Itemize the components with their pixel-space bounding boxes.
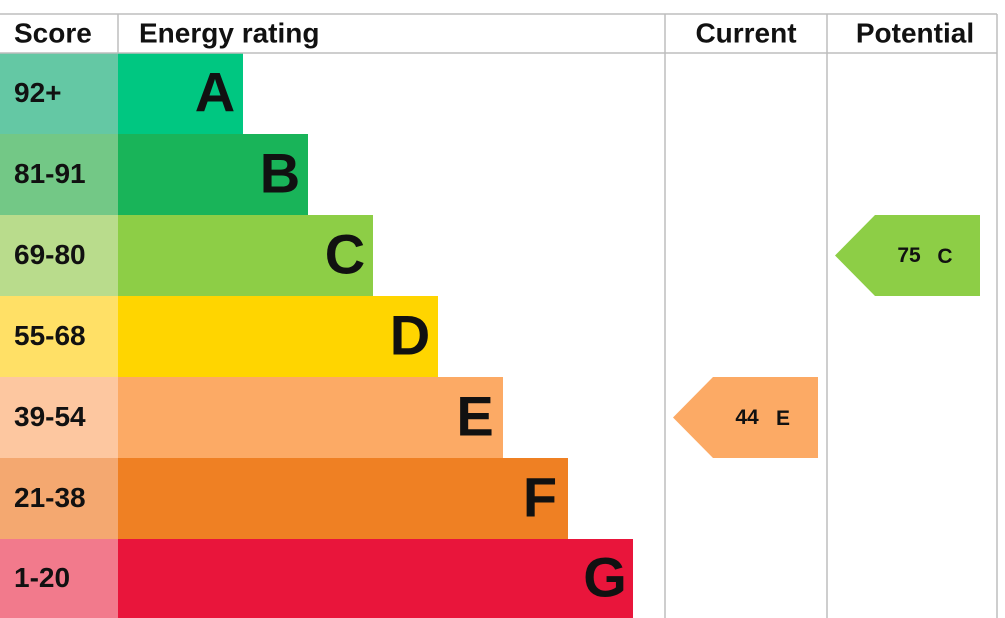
score-range: 1-20 [14,562,70,593]
rating-bar [118,134,308,215]
current-value: 44 [735,406,759,429]
score-header: Score [14,17,92,48]
score-range: 92+ [14,77,62,108]
rating-letter: E [456,384,493,447]
score-range: 39-54 [14,401,86,432]
current-arrow [673,377,818,458]
rating-letter: G [583,545,627,608]
potential-arrow [835,215,980,296]
rating-bar [118,53,243,134]
rating-bar [118,539,633,618]
score-cell [0,296,118,377]
score-range: 55-68 [14,320,86,351]
score-cell [0,53,118,134]
rating-letter: F [523,465,557,528]
score-cell [0,134,118,215]
score-cell [0,215,118,296]
rating-letter: A [195,60,235,123]
rating-letter: D [390,303,430,366]
score-cell [0,539,118,618]
potential-value: 75 [897,244,921,267]
rating-header: Energy rating [139,17,319,48]
current-letter: E [776,407,790,430]
score-cell [0,377,118,458]
rating-letter: C [325,222,365,285]
rating-bar [118,215,373,296]
score-range: 69-80 [14,239,86,270]
rating-letter: B [260,141,300,204]
score-range: 21-38 [14,482,86,513]
score-range: 81-91 [14,158,86,189]
score-cell [0,458,118,539]
rating-bar [118,296,438,377]
potential-header: Potential [856,17,974,48]
current-header: Current [695,17,796,48]
potential-letter: C [937,245,952,268]
rating-bar [118,458,568,539]
rating-bar [118,377,503,458]
